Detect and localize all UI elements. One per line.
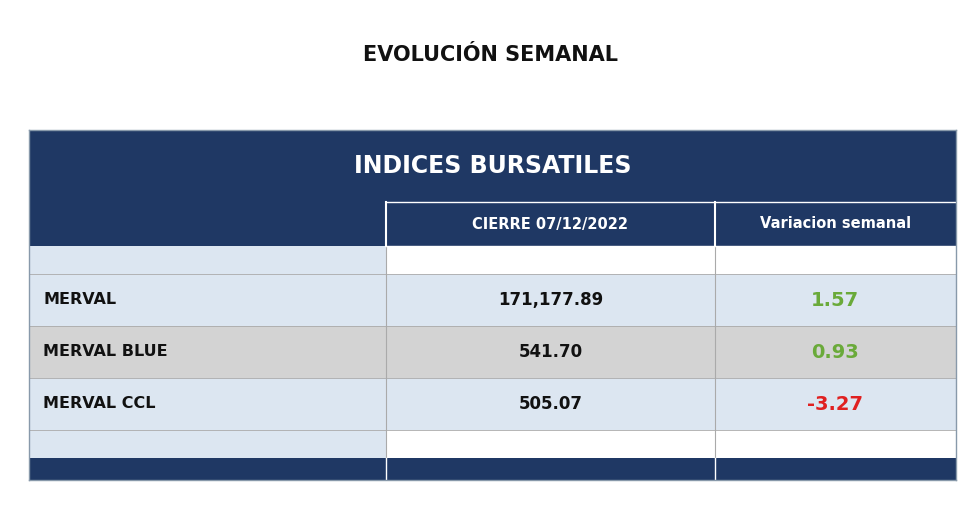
Text: Variacion semanal: Variacion semanal bbox=[760, 216, 910, 232]
Text: MERVAL BLUE: MERVAL BLUE bbox=[43, 344, 168, 360]
Bar bbox=[29, 378, 386, 430]
Bar bbox=[29, 246, 386, 274]
Bar bbox=[714, 430, 956, 458]
Text: INDICES BURSATILES: INDICES BURSATILES bbox=[354, 154, 631, 178]
Bar bbox=[29, 326, 386, 378]
Text: MERVAL CCL: MERVAL CCL bbox=[43, 397, 156, 411]
Text: 171,177.89: 171,177.89 bbox=[498, 291, 603, 309]
Bar bbox=[714, 378, 956, 430]
Bar bbox=[386, 246, 714, 274]
Text: EVOLUCIÓN SEMANAL: EVOLUCIÓN SEMANAL bbox=[363, 45, 617, 65]
Bar bbox=[714, 274, 956, 326]
Text: 1.57: 1.57 bbox=[811, 291, 859, 309]
Bar bbox=[386, 430, 714, 458]
Bar bbox=[714, 326, 956, 378]
Text: -3.27: -3.27 bbox=[808, 395, 863, 414]
Bar bbox=[386, 326, 714, 378]
Bar bbox=[29, 458, 955, 480]
Text: 541.70: 541.70 bbox=[518, 343, 582, 361]
Bar bbox=[386, 274, 714, 326]
Text: 505.07: 505.07 bbox=[518, 395, 582, 413]
Bar bbox=[386, 202, 714, 246]
Bar bbox=[29, 130, 955, 202]
Text: MERVAL: MERVAL bbox=[43, 293, 117, 307]
Bar bbox=[386, 378, 714, 430]
Bar bbox=[714, 202, 956, 246]
Text: 0.93: 0.93 bbox=[811, 342, 859, 362]
Bar bbox=[29, 430, 386, 458]
Text: CIERRE 07/12/2022: CIERRE 07/12/2022 bbox=[472, 216, 628, 232]
Bar bbox=[29, 274, 386, 326]
Bar bbox=[29, 202, 386, 246]
Bar bbox=[714, 246, 956, 274]
